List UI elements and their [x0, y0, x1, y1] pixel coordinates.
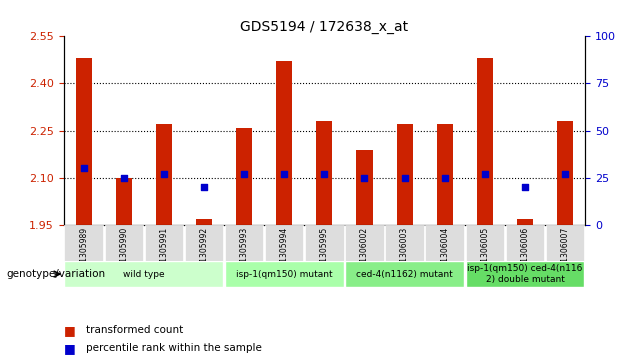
Text: GSM1306007: GSM1306007: [560, 227, 570, 278]
Point: [480, 171, 490, 177]
Bar: [517, 219, 533, 225]
Bar: [437, 125, 453, 225]
Point: [399, 175, 410, 181]
Text: GSM1305990: GSM1305990: [120, 227, 128, 278]
FancyBboxPatch shape: [64, 261, 223, 287]
FancyBboxPatch shape: [466, 261, 584, 287]
Point: [239, 171, 249, 177]
Point: [319, 171, 329, 177]
FancyBboxPatch shape: [385, 225, 424, 261]
FancyBboxPatch shape: [144, 225, 183, 261]
FancyBboxPatch shape: [345, 225, 384, 261]
Bar: [276, 61, 293, 225]
FancyBboxPatch shape: [265, 225, 303, 261]
FancyBboxPatch shape: [425, 225, 464, 261]
Text: isp-1(qm150) mutant: isp-1(qm150) mutant: [236, 270, 333, 278]
Text: GSM1305995: GSM1305995: [320, 227, 329, 278]
Text: GSM1305991: GSM1305991: [160, 227, 169, 278]
Point: [119, 175, 129, 181]
Bar: [557, 121, 573, 225]
Text: GSM1305994: GSM1305994: [280, 227, 289, 278]
FancyBboxPatch shape: [506, 225, 544, 261]
FancyBboxPatch shape: [104, 225, 143, 261]
Point: [79, 166, 89, 171]
Text: GSM1306005: GSM1306005: [480, 227, 489, 278]
Text: wild type: wild type: [123, 270, 165, 278]
Text: GSM1305992: GSM1305992: [200, 227, 209, 278]
FancyBboxPatch shape: [225, 225, 263, 261]
Bar: [116, 178, 132, 225]
Bar: [477, 58, 493, 225]
Text: GSM1306006: GSM1306006: [520, 227, 529, 278]
Point: [199, 184, 209, 190]
Bar: [316, 121, 333, 225]
FancyBboxPatch shape: [305, 225, 343, 261]
Bar: [156, 125, 172, 225]
Text: ■: ■: [64, 342, 75, 355]
Point: [359, 175, 370, 181]
Text: GSM1306003: GSM1306003: [400, 227, 409, 278]
FancyBboxPatch shape: [345, 261, 464, 287]
Bar: [356, 150, 373, 225]
FancyBboxPatch shape: [225, 261, 343, 287]
Text: ced-4(n1162) mutant: ced-4(n1162) mutant: [356, 270, 453, 278]
Text: GSM1305993: GSM1305993: [240, 227, 249, 278]
Text: GSM1306004: GSM1306004: [440, 227, 449, 278]
Text: genotype/variation: genotype/variation: [6, 269, 106, 279]
Point: [279, 171, 289, 177]
Point: [159, 171, 169, 177]
Text: isp-1(qm150) ced-4(n116
2) double mutant: isp-1(qm150) ced-4(n116 2) double mutant: [467, 264, 583, 284]
Point: [560, 171, 570, 177]
Bar: [236, 127, 252, 225]
FancyBboxPatch shape: [64, 225, 103, 261]
Text: GSM1306002: GSM1306002: [360, 227, 369, 278]
Text: GSM1305989: GSM1305989: [79, 227, 88, 278]
Point: [520, 184, 530, 190]
Point: [439, 175, 450, 181]
Text: transformed count: transformed count: [86, 325, 183, 335]
Bar: [196, 219, 212, 225]
Text: ■: ■: [64, 324, 75, 337]
Bar: [397, 125, 413, 225]
FancyBboxPatch shape: [466, 225, 504, 261]
FancyBboxPatch shape: [546, 225, 584, 261]
FancyBboxPatch shape: [184, 225, 223, 261]
Title: GDS5194 / 172638_x_at: GDS5194 / 172638_x_at: [240, 20, 408, 34]
Text: percentile rank within the sample: percentile rank within the sample: [86, 343, 262, 354]
Bar: [76, 58, 92, 225]
